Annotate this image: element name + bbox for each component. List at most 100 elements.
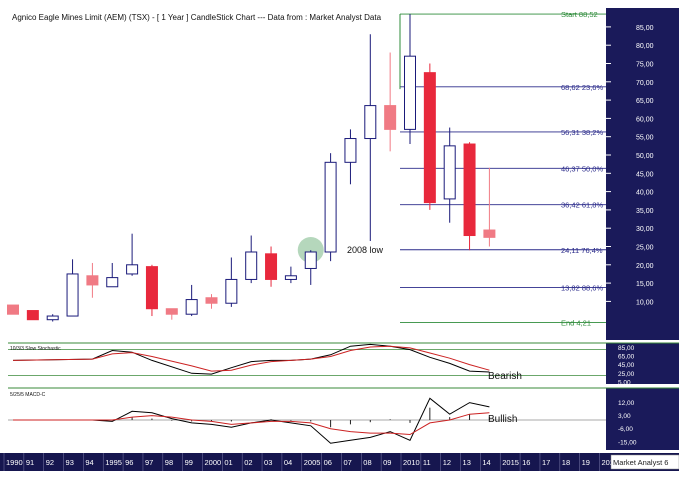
candle-body bbox=[7, 304, 19, 315]
x-axis-tick-label: 98 bbox=[165, 458, 173, 467]
macd-panel: 5/25/5 MACD-C 12,00 3,00 -6,00 -15,00 Bullish bbox=[8, 387, 679, 450]
candle-body bbox=[86, 275, 99, 286]
x-axis-tick-label: 13 bbox=[463, 458, 471, 467]
price-axis-tick-label: 15,00 bbox=[636, 281, 654, 288]
fib-label: 13,82 88,6% bbox=[561, 283, 603, 292]
macd-annotation: Bullish bbox=[488, 414, 517, 425]
fib-label: 68,62 23,6% bbox=[561, 83, 603, 92]
macd-axis-tick-label: -6,00 bbox=[618, 426, 633, 433]
fib-label: 56,31 38,2% bbox=[561, 128, 603, 137]
x-axis-tick-label: 92 bbox=[46, 458, 54, 467]
candle-body bbox=[145, 266, 158, 310]
price-panel: 85,00 80,00 75,00 70,00 65,00 60,00 55,00 50,00… bbox=[7, 8, 679, 340]
macd-axis-tick-label: 3,00 bbox=[618, 413, 631, 420]
macd-title: 5/25/5 MACD-C bbox=[10, 392, 46, 398]
price-axis-tick-label: 20,00 bbox=[636, 263, 654, 270]
candle-body bbox=[126, 264, 139, 275]
x-axis-tick-label: 2000 bbox=[205, 458, 222, 467]
x-axis-tick-label: 2020 bbox=[602, 458, 619, 467]
candle-body bbox=[304, 251, 317, 269]
candle-body bbox=[284, 275, 297, 280]
candle-body bbox=[245, 251, 258, 280]
x-axis-tick-label: 04 bbox=[284, 458, 292, 467]
x-axis-tick-label: 03 bbox=[264, 458, 272, 467]
candle bbox=[66, 259, 79, 317]
candle bbox=[145, 264, 158, 317]
candle-body bbox=[443, 145, 456, 200]
candle-body bbox=[423, 72, 436, 204]
x-axis-tick-label: 11 bbox=[423, 458, 431, 467]
candle-body bbox=[225, 278, 238, 304]
candle-body bbox=[265, 253, 278, 280]
price-axis-tick-label: 70,00 bbox=[636, 80, 654, 87]
x-axis-background bbox=[0, 453, 679, 471]
x-axis-tick-label: 01 bbox=[224, 458, 232, 467]
price-axis-tick-label: 65,00 bbox=[636, 98, 654, 105]
price-axis-tick-label: 10,00 bbox=[636, 299, 654, 306]
stoch-axis-tick-label: 45,00 bbox=[618, 362, 635, 369]
price-axis-tick-label: 85,00 bbox=[636, 25, 654, 32]
x-axis-tick-label: 14 bbox=[482, 458, 490, 467]
x-axis-tick-label: 2010 bbox=[403, 458, 420, 467]
candle-body bbox=[384, 105, 397, 130]
x-axis-tick-label: 1990 bbox=[6, 458, 23, 467]
low-highlight-circle bbox=[297, 236, 324, 263]
price-axis-tick-label: 55,00 bbox=[636, 135, 654, 142]
candle bbox=[86, 262, 99, 298]
fib-label: 46,37 50,0% bbox=[561, 164, 603, 173]
candle bbox=[225, 257, 238, 307]
fib-label: 36,42 61,8% bbox=[561, 201, 603, 210]
candle-body bbox=[66, 273, 79, 317]
x-axis-tick-label: 94 bbox=[85, 458, 93, 467]
x-axis-tick-label: 2005 bbox=[304, 458, 321, 467]
x-axis-tick-label: 91 bbox=[26, 458, 34, 467]
candle bbox=[26, 310, 39, 321]
candle bbox=[126, 233, 139, 276]
watermark-label: Market Analyst 6 bbox=[613, 458, 668, 467]
price-axis-tick-label: 45,00 bbox=[636, 171, 654, 178]
x-axis-tick-label: 1995 bbox=[105, 458, 122, 467]
candle bbox=[7, 304, 19, 315]
x-axis-tick-label: 16 bbox=[522, 458, 530, 467]
candle bbox=[304, 250, 317, 285]
macd-axis-tick-label: 12,00 bbox=[618, 400, 635, 407]
candle-body bbox=[324, 161, 337, 253]
candle bbox=[423, 63, 436, 210]
candle-body bbox=[106, 277, 119, 288]
x-axis-tick-label: 93 bbox=[66, 458, 74, 467]
candle bbox=[185, 284, 198, 317]
x-axis-tick-label: 19 bbox=[582, 458, 590, 467]
stoch-d-line bbox=[12, 345, 490, 372]
candle bbox=[205, 294, 218, 309]
chart-title: Agnico Eagle Mines Limit (AEM) (TSX) - [… bbox=[12, 13, 382, 22]
stoch-axis-tick-label: 65,00 bbox=[618, 354, 635, 361]
candle-body bbox=[205, 297, 218, 304]
candle bbox=[364, 34, 377, 242]
price-axis-tick-label: 80,00 bbox=[636, 43, 654, 50]
candle bbox=[46, 314, 59, 322]
x-axis-tick-label: 09 bbox=[383, 458, 391, 467]
candle bbox=[463, 142, 476, 251]
candle bbox=[483, 167, 496, 247]
macd-signal-line bbox=[13, 412, 490, 436]
candle-body bbox=[26, 310, 39, 321]
x-axis: 1990 91 92 93 94 1995 96 97 98 99 2000 01 02 03 04 2005… bbox=[0, 453, 679, 471]
x-axis-tick-label: 96 bbox=[125, 458, 133, 467]
candle-body bbox=[185, 299, 198, 315]
candle-body bbox=[165, 308, 178, 315]
candle bbox=[165, 308, 178, 320]
x-axis-tick-label: 12 bbox=[443, 458, 451, 467]
candle bbox=[106, 262, 119, 288]
x-axis-tick-label: 2015 bbox=[502, 458, 519, 467]
candle-body bbox=[463, 143, 476, 237]
stoch-axis-tick-label: 5,00 bbox=[618, 379, 631, 386]
price-axis-tick-label: 60,00 bbox=[636, 116, 654, 123]
price-axis-tick-label: 50,00 bbox=[636, 153, 654, 160]
watermark-box bbox=[610, 454, 679, 470]
fib-label: Start 88,52 bbox=[561, 10, 598, 19]
candle bbox=[265, 246, 278, 287]
x-axis-tick-label: 18 bbox=[562, 458, 570, 467]
candle-body bbox=[364, 105, 377, 140]
